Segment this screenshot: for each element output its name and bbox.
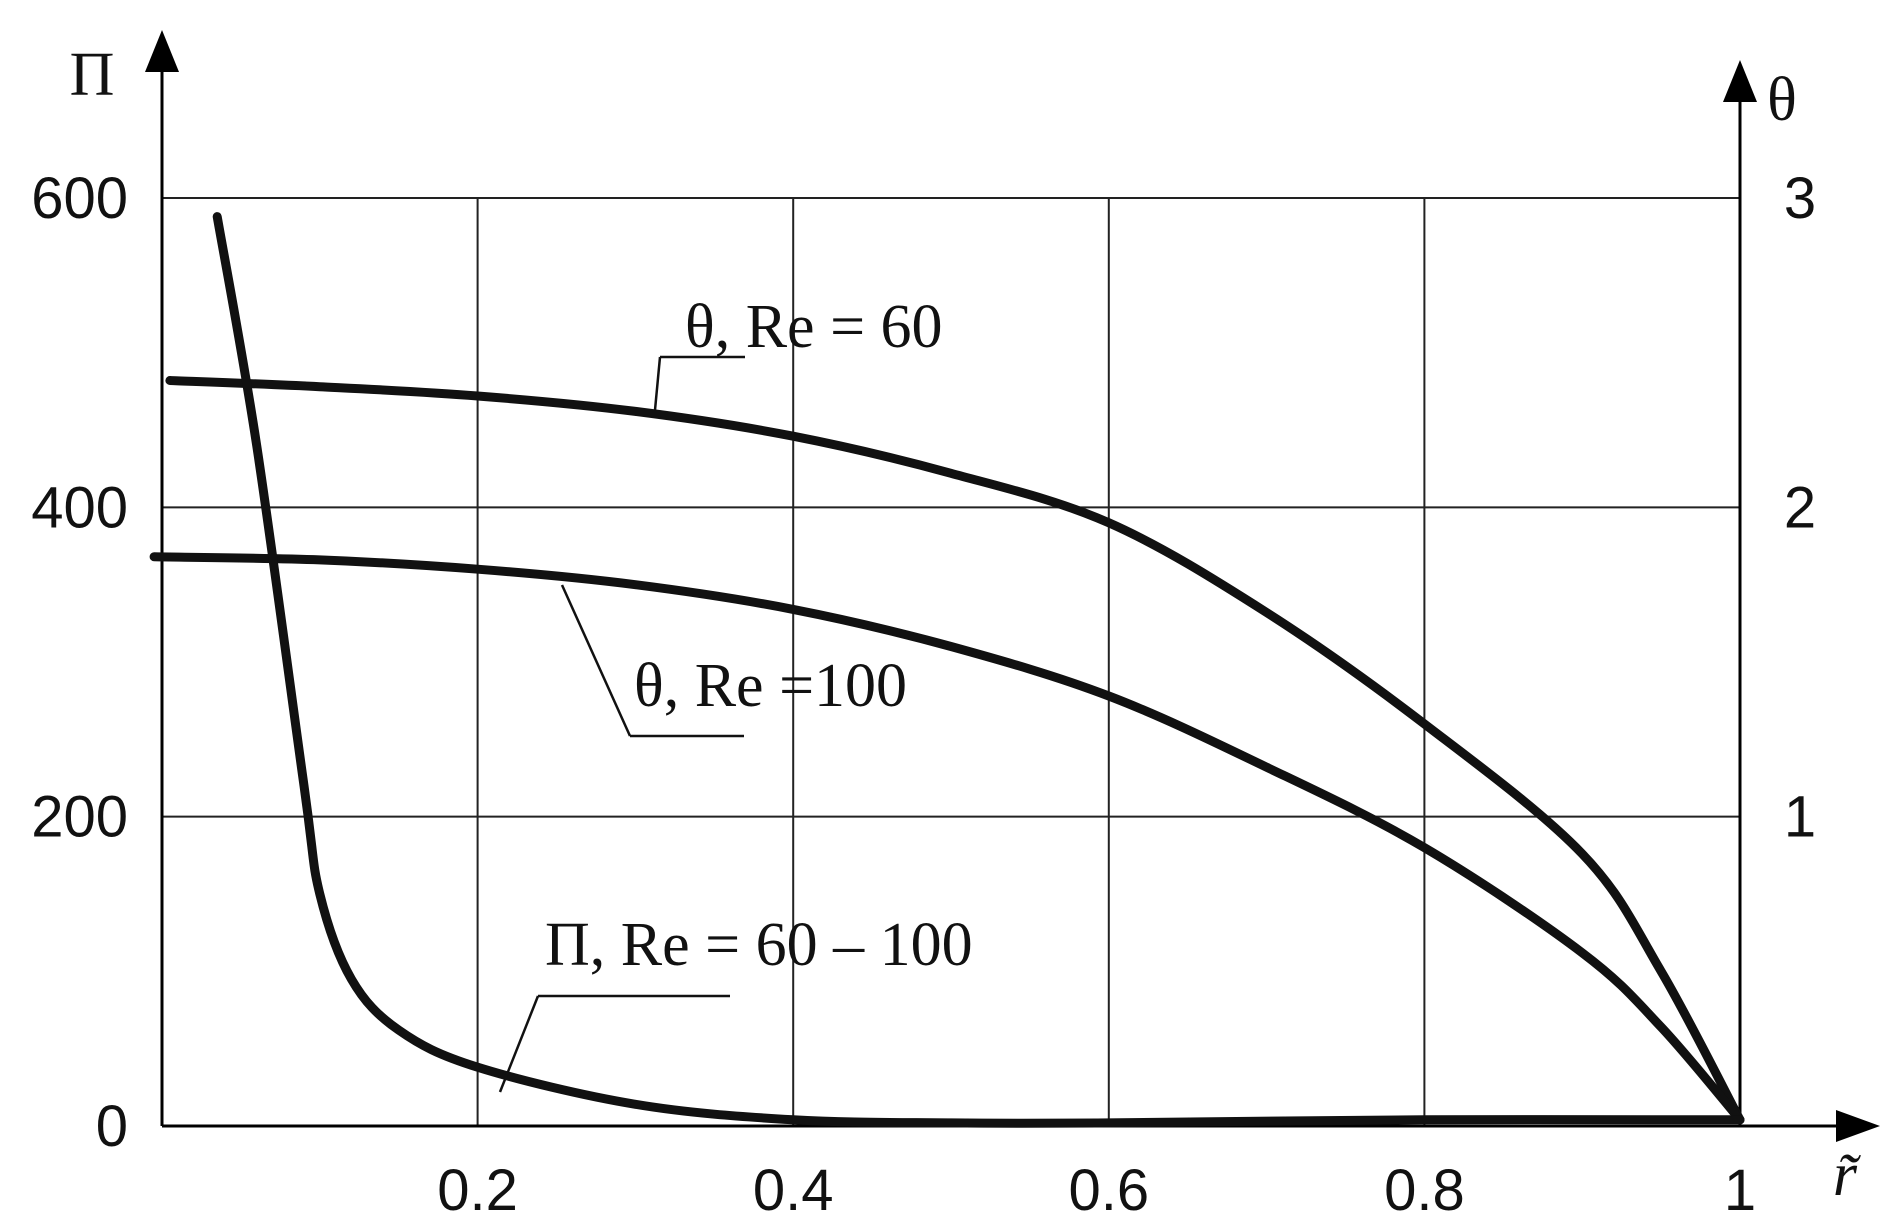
left-axis-arrow [145, 30, 179, 72]
x-axis-arrow [1836, 1110, 1880, 1142]
y-right-tick-label: 3 [1784, 166, 1816, 231]
x-tick-label: 0.2 [437, 1158, 518, 1223]
series-line-1 [165, 376, 1745, 1125]
y-left-tick-label: 400 [31, 475, 128, 540]
y-right-tick-label: 1 [1784, 785, 1816, 850]
series-line-3 [212, 212, 1745, 1128]
tick-labels: 0.2 0.4 0.6 0.8 1 0 200 400 600 1 2 3 [31, 166, 1816, 1223]
annotation-leader [560, 584, 632, 737]
annotation-leader [498, 995, 540, 1093]
x-axis-title: r̃ [1833, 1141, 1861, 1209]
annotation-leaders [498, 355, 745, 1093]
y-left-tick-label: 200 [31, 785, 128, 850]
y-left-tick-label: 600 [31, 166, 128, 231]
grid [162, 197, 1740, 1126]
y-left-tick-label: 0 [96, 1094, 128, 1159]
series-line-2 [149, 552, 1745, 1125]
right-axis-arrow [1723, 60, 1757, 102]
annotation-label: Π, Re = 60 – 100 [545, 911, 973, 979]
axes [145, 30, 1880, 1142]
x-tick-label: 1 [1724, 1158, 1756, 1223]
annotation-label: θ, Re =100 [634, 652, 907, 720]
y-right-tick-label: 2 [1784, 475, 1816, 540]
left-axis-title: Π [70, 41, 115, 109]
x-tick-label: 0.6 [1068, 1158, 1149, 1223]
x-tick-label: 0.8 [1384, 1158, 1465, 1223]
x-tick-label: 0.4 [753, 1158, 834, 1223]
annotations: θ, Re = 60 θ, Re =100 Π, Re = 60 – 100 [545, 293, 973, 979]
series [149, 212, 1745, 1128]
right-axis-title: θ [1767, 66, 1797, 134]
annotation-leader [653, 356, 662, 411]
annotation-label: θ, Re = 60 [685, 293, 943, 361]
